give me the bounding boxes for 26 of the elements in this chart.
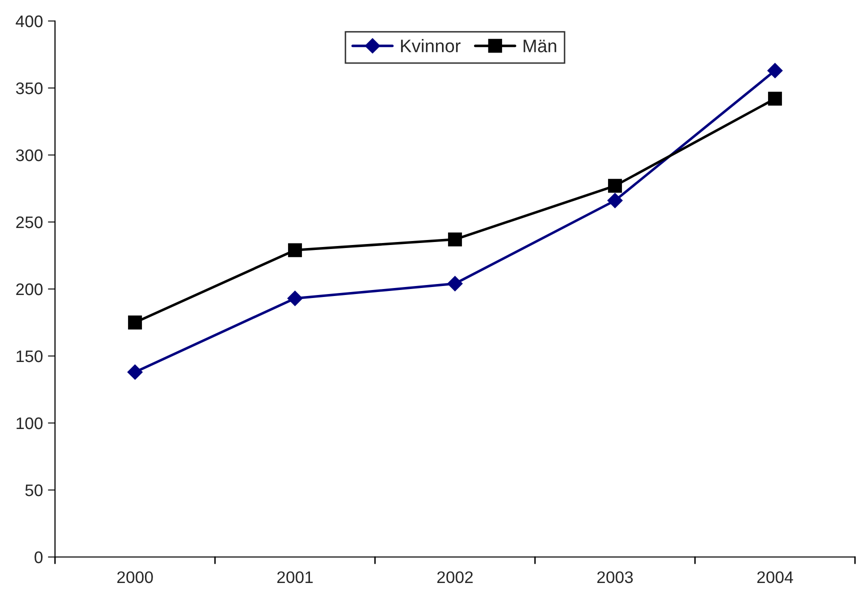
y-tick-label: 400 <box>16 15 43 28</box>
legend-label: Män <box>524 40 556 52</box>
point <box>448 232 462 246</box>
y-tick-label: 250 <box>16 216 43 228</box>
y-tick-label: 300 <box>16 149 43 162</box>
point <box>447 276 463 292</box>
point <box>767 63 783 78</box>
point <box>288 243 302 258</box>
y-tick-label: 50 <box>25 484 43 496</box>
point <box>607 192 623 208</box>
legend-label: Kvinnor <box>401 39 461 52</box>
x-tick-label: 2002 <box>437 571 473 584</box>
x-tick-label: 2001 <box>277 571 313 584</box>
x-tick-label: 2003 <box>597 571 633 584</box>
x-tick-label: 2000 <box>117 571 153 584</box>
y-tick-label: 350 <box>16 82 43 94</box>
point <box>128 316 142 330</box>
y-tick-label: 150 <box>16 350 43 362</box>
y-tick-label: 200 <box>16 283 43 296</box>
y-tick-label: 0 <box>34 551 43 564</box>
x-tick-label: 2004 <box>757 571 794 584</box>
y-tick-label: 100 <box>16 417 43 430</box>
point <box>287 290 303 306</box>
point <box>608 178 622 193</box>
point <box>768 92 782 106</box>
point <box>127 364 143 380</box>
